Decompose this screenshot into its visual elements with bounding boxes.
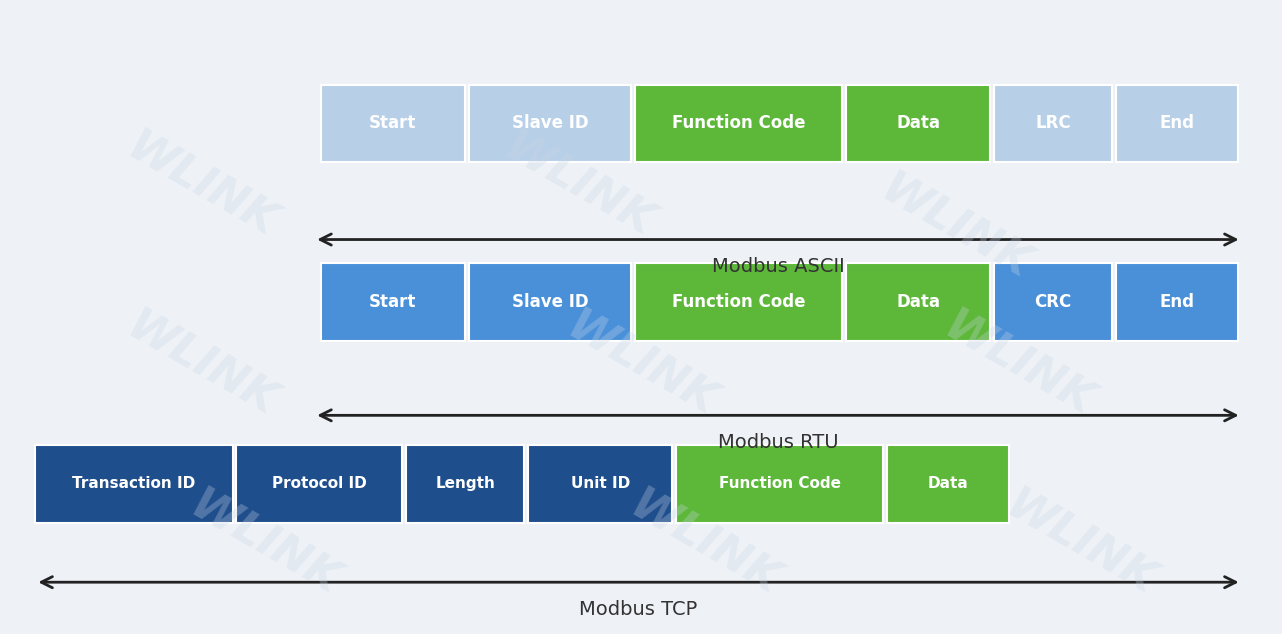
Text: Slave ID: Slave ID: [512, 114, 588, 133]
Text: Modbus ASCII: Modbus ASCII: [712, 257, 845, 276]
Text: Length: Length: [435, 476, 495, 491]
FancyBboxPatch shape: [994, 84, 1113, 162]
FancyBboxPatch shape: [635, 263, 842, 341]
Text: Protocol ID: Protocol ID: [272, 476, 367, 491]
Text: Modbus RTU: Modbus RTU: [718, 432, 838, 451]
Text: Data: Data: [928, 476, 969, 491]
Text: WLINK: WLINK: [182, 483, 346, 604]
Text: WLINK: WLINK: [496, 126, 660, 246]
FancyBboxPatch shape: [528, 445, 672, 522]
Text: Data: Data: [896, 293, 940, 311]
FancyBboxPatch shape: [676, 445, 883, 522]
Text: Transaction ID: Transaction ID: [73, 476, 196, 491]
Text: Function Code: Function Code: [672, 293, 805, 311]
FancyBboxPatch shape: [406, 445, 524, 522]
Text: Function Code: Function Code: [672, 114, 805, 133]
FancyBboxPatch shape: [846, 263, 990, 341]
Text: CRC: CRC: [1035, 293, 1072, 311]
Text: WLINK: WLINK: [999, 483, 1163, 604]
Text: Start: Start: [369, 114, 417, 133]
Text: WLINK: WLINK: [119, 304, 283, 425]
FancyBboxPatch shape: [320, 263, 465, 341]
Text: LRC: LRC: [1036, 114, 1070, 133]
FancyBboxPatch shape: [846, 84, 990, 162]
Text: Data: Data: [896, 114, 940, 133]
Text: End: End: [1159, 114, 1195, 133]
Text: WLINK: WLINK: [873, 167, 1037, 288]
Text: Start: Start: [369, 293, 417, 311]
Text: Slave ID: Slave ID: [512, 293, 588, 311]
FancyBboxPatch shape: [994, 263, 1113, 341]
FancyBboxPatch shape: [469, 84, 631, 162]
Text: Modbus TCP: Modbus TCP: [579, 600, 697, 619]
FancyBboxPatch shape: [635, 84, 842, 162]
FancyBboxPatch shape: [236, 445, 403, 522]
FancyBboxPatch shape: [36, 445, 233, 522]
Text: WLINK: WLINK: [936, 304, 1100, 425]
FancyBboxPatch shape: [1115, 84, 1238, 162]
Text: WLINK: WLINK: [622, 483, 786, 604]
FancyBboxPatch shape: [320, 84, 465, 162]
Text: End: End: [1159, 293, 1195, 311]
FancyBboxPatch shape: [887, 445, 1009, 522]
Text: Function Code: Function Code: [719, 476, 841, 491]
FancyBboxPatch shape: [1115, 263, 1238, 341]
Text: WLINK: WLINK: [559, 304, 723, 425]
FancyBboxPatch shape: [469, 263, 631, 341]
Text: WLINK: WLINK: [119, 126, 283, 246]
Text: Unit ID: Unit ID: [570, 476, 629, 491]
